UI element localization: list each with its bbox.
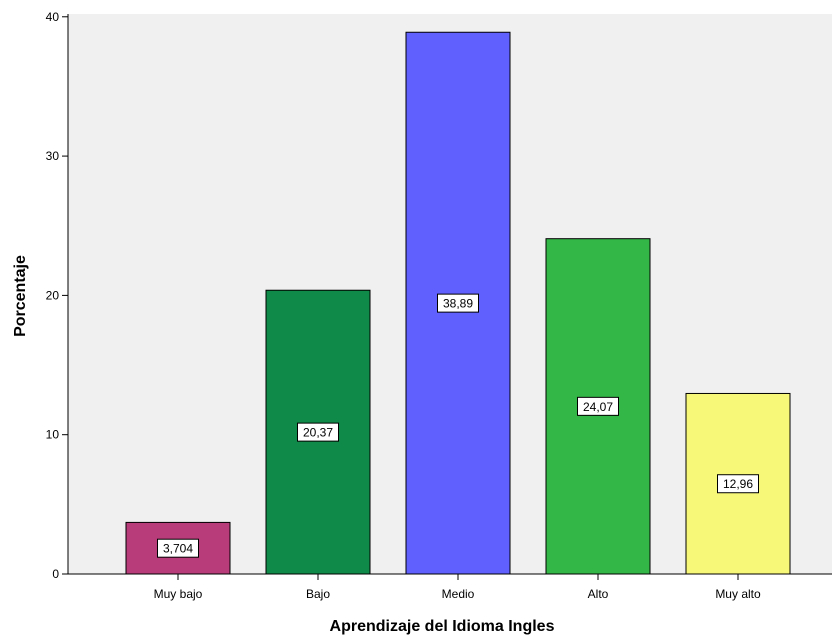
data-label: 20,37 [303,426,333,440]
x-tick-label: Medio [442,587,475,601]
x-tick-label: Muy alto [715,587,761,601]
data-label: 12,96 [723,477,753,491]
data-label-box [577,396,619,416]
y-tick-label: 0 [52,567,59,581]
data-label-box [437,293,479,313]
y-axis-title: Porcentaje [12,255,29,337]
data-label-box [717,474,759,494]
data-label-box [297,422,339,442]
y-tick-label: 20 [46,288,60,302]
x-tick-label: Alto [588,587,609,601]
x-tick-label: Bajo [306,587,330,601]
y-tick-label: 40 [46,10,60,24]
data-label: 3,704 [163,542,193,556]
x-ticks-group: Muy bajo Bajo Medio Alto Muy alto [154,574,761,601]
data-label-box [157,538,199,558]
y-tick-label: 30 [46,149,60,163]
data-labels-group: 3,704 20,37 38,89 24,07 12,96 [157,293,759,558]
x-axis-title: Aprendizaje del Idioma Ingles [330,618,555,635]
y-tick-label: 10 [46,428,60,442]
data-label: 24,07 [583,400,613,414]
y-ticks-group: 0 10 20 30 40 [46,10,68,581]
data-label: 38,89 [443,297,473,311]
x-tick-label: Muy bajo [154,587,203,601]
